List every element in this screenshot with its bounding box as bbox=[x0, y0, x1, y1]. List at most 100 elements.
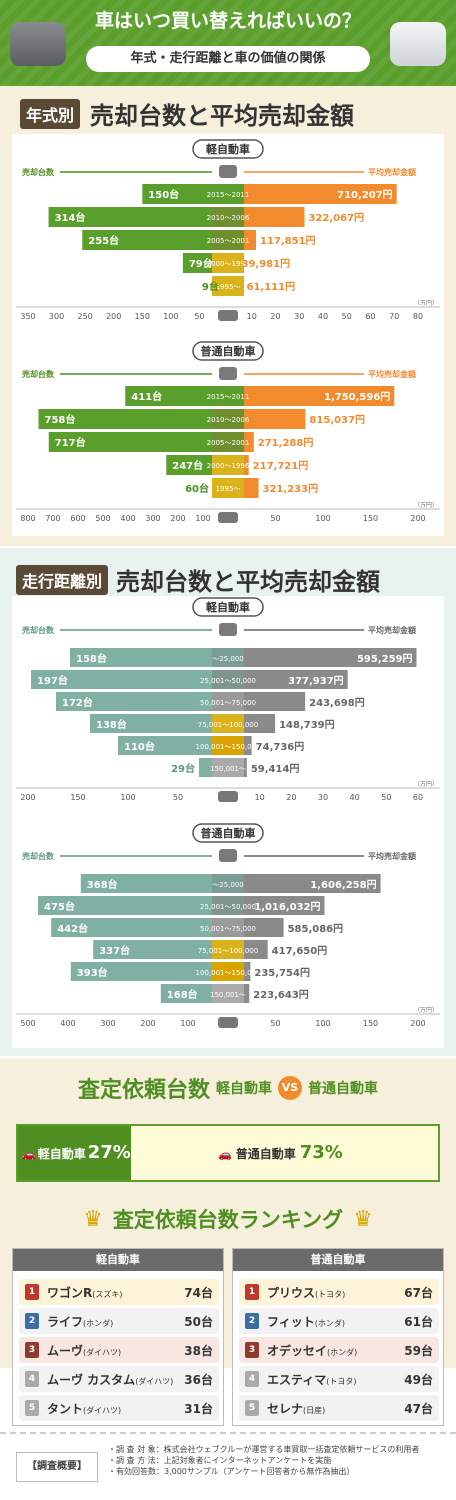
chart-title-pill bbox=[192, 139, 264, 159]
unit-label: （万円） bbox=[414, 781, 438, 788]
right-tick-label: 60 bbox=[365, 312, 375, 321]
rank-badge: 1 bbox=[25, 1284, 39, 1300]
category-chip bbox=[212, 670, 244, 689]
category-label: 50,001～75,000 bbox=[200, 925, 256, 933]
compact-car-photo bbox=[390, 22, 446, 66]
category-chip bbox=[212, 386, 244, 406]
left-value-label: 158台 bbox=[76, 652, 107, 665]
ranking-row: 3 ムーヴ(ダイハツ) 38台 bbox=[19, 1337, 219, 1363]
rank-badge: 3 bbox=[245, 1342, 259, 1358]
left-value-label: 337台 bbox=[99, 944, 130, 957]
left-bar bbox=[48, 207, 229, 227]
right-tick-label: 100 bbox=[315, 1019, 330, 1028]
category-chip bbox=[212, 432, 244, 452]
left-tick-label: 400 bbox=[120, 514, 135, 523]
futsu-share: 🚗 普通自動車 73% bbox=[218, 1142, 343, 1163]
left-tick-label: 100 bbox=[180, 1019, 195, 1028]
car-icon bbox=[219, 849, 237, 862]
car-name: プリウス(トヨタ) bbox=[267, 1285, 346, 1300]
car-icon: 🚗 bbox=[22, 1148, 36, 1161]
survey-line: ・有効回答数：3,000サンプル（アンケート回答者から無作為抽出） bbox=[108, 1467, 355, 1476]
right-axis-label: 平均売却金額 bbox=[368, 851, 416, 861]
left-value-label: 172台 bbox=[62, 696, 93, 709]
right-tick-label: 50 bbox=[342, 312, 352, 321]
left-value-label: 197台 bbox=[37, 674, 68, 687]
left-bar bbox=[70, 648, 228, 667]
kei-share-label: 軽自動車 bbox=[37, 1147, 86, 1161]
car-icon bbox=[218, 512, 238, 523]
category-label: 2005～2001 bbox=[207, 439, 250, 447]
right-bar bbox=[228, 874, 381, 893]
left-axis-label: 売却台数 bbox=[22, 851, 55, 861]
category-chip bbox=[212, 714, 244, 733]
ranking-futsu: 普通自動車 1 プリウス(トヨタ) 67台 2 フィット(ホンダ) 61台 3 オデッセイ(ホ… bbox=[232, 1248, 444, 1426]
right-value-label: 417,650円 bbox=[272, 945, 328, 957]
rank-badge: 3 bbox=[25, 1342, 39, 1358]
futsu-share-label: 普通自動車 bbox=[235, 1147, 296, 1161]
left-bar bbox=[90, 714, 228, 733]
left-value-label: 247台 bbox=[172, 459, 203, 472]
category-chip bbox=[212, 736, 244, 755]
car-name: ムーヴ カスタム(ダイハツ) bbox=[47, 1372, 174, 1387]
category-chip bbox=[212, 962, 244, 981]
car-name: ワゴンR(スズキ) bbox=[47, 1285, 123, 1300]
unit-label: （万円） bbox=[414, 502, 438, 509]
right-tick-label: 10 bbox=[247, 312, 257, 321]
right-tick-label: 20 bbox=[286, 793, 296, 802]
request-count: 50台 bbox=[184, 1314, 213, 1329]
left-value-label: 717台 bbox=[55, 436, 86, 449]
left-bar bbox=[82, 230, 229, 250]
ranking-row: 4 エスティマ(トヨタ) 49台 bbox=[239, 1366, 439, 1392]
left-bar bbox=[56, 692, 228, 711]
right-axis-label: 平均売却金額 bbox=[368, 369, 416, 379]
ranking-row: 2 フィット(ホンダ) 61台 bbox=[239, 1308, 439, 1334]
right-value-label: 585,086円 bbox=[288, 923, 344, 935]
left-value-label: 368台 bbox=[87, 878, 118, 891]
chart-title: 普通自動車 bbox=[201, 826, 256, 840]
left-bar bbox=[70, 962, 228, 981]
right-value-label: 595,259円 bbox=[357, 653, 413, 665]
request-count: 38台 bbox=[184, 1343, 213, 1358]
left-value-label: 110台 bbox=[124, 740, 155, 753]
car-icon bbox=[218, 791, 238, 802]
left-tick-label: 800 bbox=[20, 514, 35, 523]
category-chip bbox=[212, 940, 244, 959]
category-label: 1995～ bbox=[216, 485, 241, 493]
left-value-label: 150台 bbox=[148, 188, 179, 201]
left-tick-label: 300 bbox=[49, 312, 64, 321]
car-name: ライフ(ホンダ) bbox=[47, 1314, 114, 1329]
left-value-label: 442台 bbox=[57, 922, 88, 935]
right-tick-label: 60 bbox=[413, 793, 423, 802]
left-tick-label: 150 bbox=[135, 312, 150, 321]
chart-title-pill bbox=[192, 341, 264, 361]
right-bar bbox=[228, 896, 325, 915]
left-axis-label: 売却台数 bbox=[22, 625, 55, 635]
category-chip bbox=[212, 692, 244, 711]
right-bar bbox=[228, 692, 306, 711]
category-label: 150,001～ bbox=[210, 765, 246, 773]
right-value-label: 243,698円 bbox=[309, 697, 365, 709]
right-value-label: 223,643円 bbox=[253, 989, 309, 1001]
left-tick-label: 250 bbox=[78, 312, 93, 321]
right-value-label: 1,016,032円 bbox=[254, 901, 320, 913]
car-icon bbox=[218, 1017, 238, 1028]
right-tick-label: 50 bbox=[381, 793, 391, 802]
crown-icon: ♛ bbox=[353, 1206, 373, 1232]
car-name: タント(ダイハツ) bbox=[47, 1401, 122, 1416]
car-maker: (トヨタ) bbox=[315, 1289, 346, 1299]
ratio-heading: 査定依頼台数 軽自動車 VS 普通自動車 bbox=[0, 1072, 456, 1104]
car-icon bbox=[218, 310, 238, 321]
left-value-label: 9台 bbox=[202, 280, 219, 293]
category-chip bbox=[212, 758, 244, 777]
ranking-kei: 軽自動車 1 ワゴンR(スズキ) 74台 2 ライフ(ホンダ) 50台 3 ムーヴ(ダイハツ)… bbox=[12, 1248, 224, 1426]
right-value-label: 321,233円 bbox=[263, 483, 319, 495]
rank-badge: 5 bbox=[25, 1400, 39, 1416]
right-bar bbox=[228, 184, 397, 204]
category-chip bbox=[212, 207, 244, 227]
survey-footer bbox=[0, 1432, 456, 1500]
request-count: 36台 bbox=[184, 1372, 213, 1387]
kei-car-photo bbox=[10, 22, 66, 66]
right-tick-label: 80 bbox=[413, 312, 423, 321]
car-icon: 🚗 bbox=[218, 1148, 232, 1161]
futsu-share-pct: 73% bbox=[299, 1142, 343, 1163]
